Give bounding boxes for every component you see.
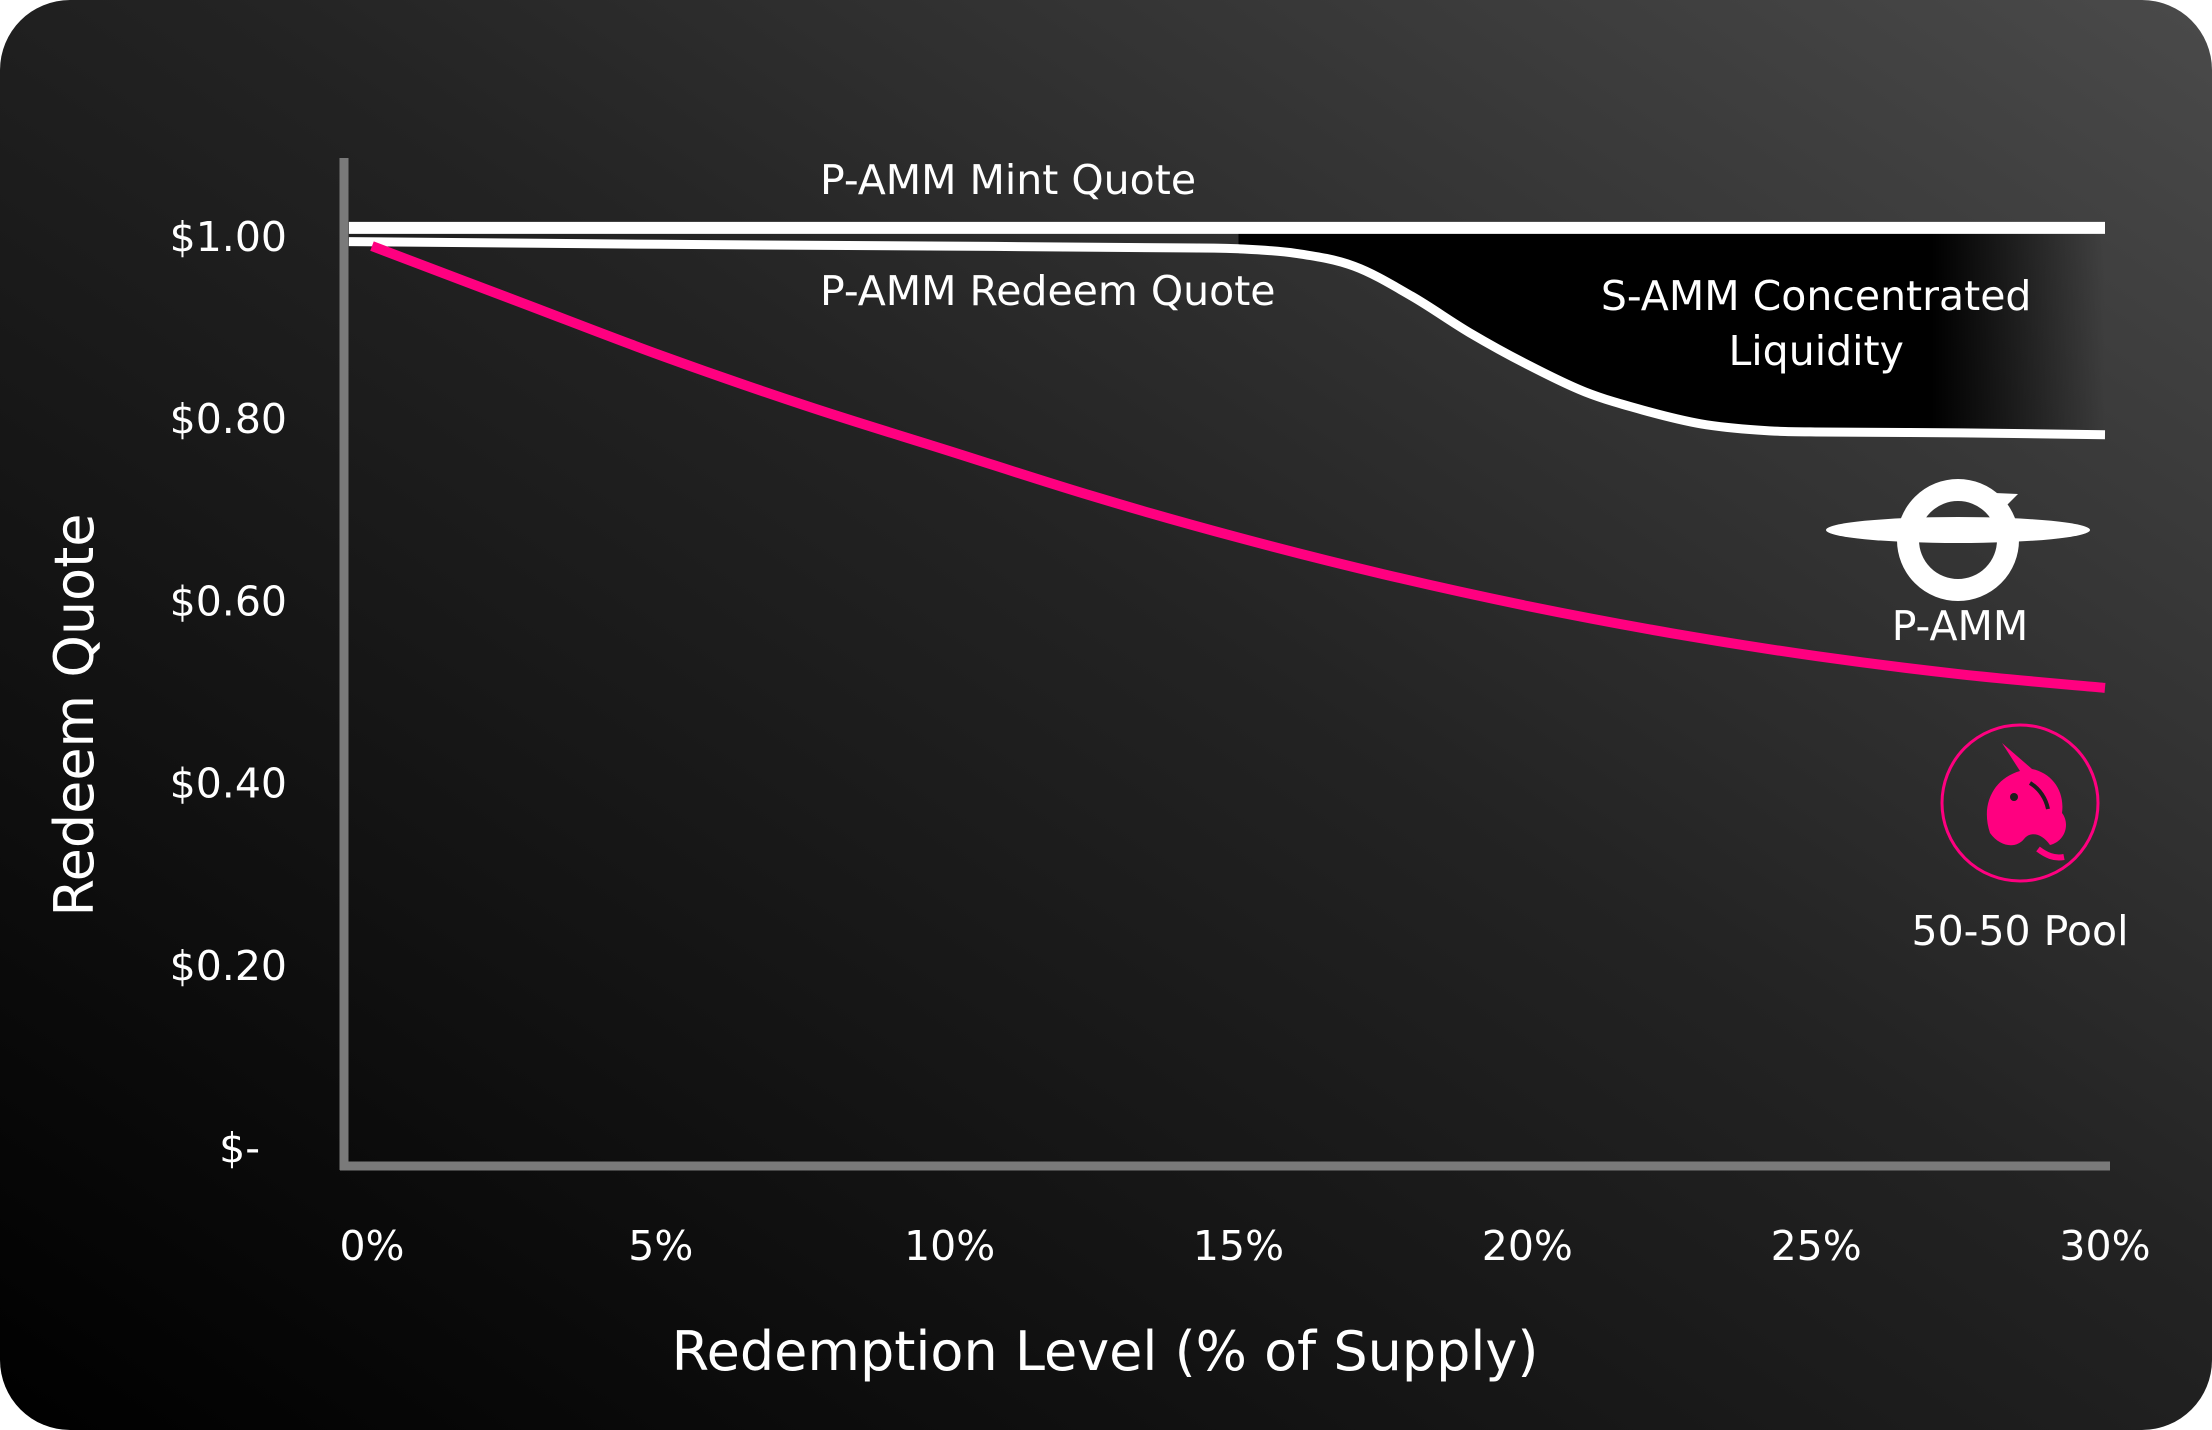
y-tick-labels: $- $0.20 $0.40 $0.60 $0.80 $1.00 — [170, 213, 287, 1172]
series-lines — [348, 221, 2106, 693]
series-line-50-50-pool — [370, 241, 2106, 693]
p-amm-badge: P-AMM — [1826, 479, 2090, 650]
annotation-s-amm-line2: Liquidity — [1728, 327, 1903, 375]
x-axis-title: Redemption Level (% of Supply) — [672, 1320, 1539, 1383]
y-tick-label: $1.00 — [170, 213, 287, 261]
unicorn-logo-icon — [1940, 723, 2100, 883]
fifty-fifty-pool-badge: 50-50 Pool — [1912, 723, 2129, 955]
annotation-s-amm-line1: S-AMM Concentrated — [1601, 272, 2032, 320]
y-axis-title: Redeem Quote — [43, 514, 106, 917]
y-tick-label: $0.80 — [170, 395, 287, 443]
s-amm-concentrated-liquidity-region — [1238, 227, 2105, 435]
x-tick-label: 5% — [628, 1222, 693, 1270]
x-tick-label: 0% — [339, 1222, 404, 1270]
p-amm-badge-label: P-AMM — [1892, 602, 2029, 650]
x-tick-label: 10% — [904, 1222, 995, 1270]
series-line-p-amm-redeem-quote — [348, 237, 2106, 440]
x-tick-label: 25% — [1771, 1222, 1862, 1270]
x-tick-label: 20% — [1482, 1222, 1573, 1270]
gyroscope-logo-icon — [1826, 479, 2090, 601]
series-label-redeem-quote: P-AMM Redeem Quote — [820, 267, 1276, 315]
x-tick-labels: 0% 5% 10% 15% 20% 25% 30% — [339, 1222, 2150, 1270]
y-tick-label: $- — [219, 1124, 260, 1172]
fifty-fifty-pool-badge-label: 50-50 Pool — [1912, 907, 2129, 955]
series-label-mint-quote: P-AMM Mint Quote — [820, 156, 1196, 204]
y-tick-label: $0.40 — [170, 760, 287, 808]
x-tick-label: 30% — [2059, 1222, 2150, 1270]
x-tick-label: 15% — [1193, 1222, 1284, 1270]
y-tick-label: $0.60 — [170, 577, 287, 625]
y-tick-label: $0.20 — [170, 942, 287, 990]
